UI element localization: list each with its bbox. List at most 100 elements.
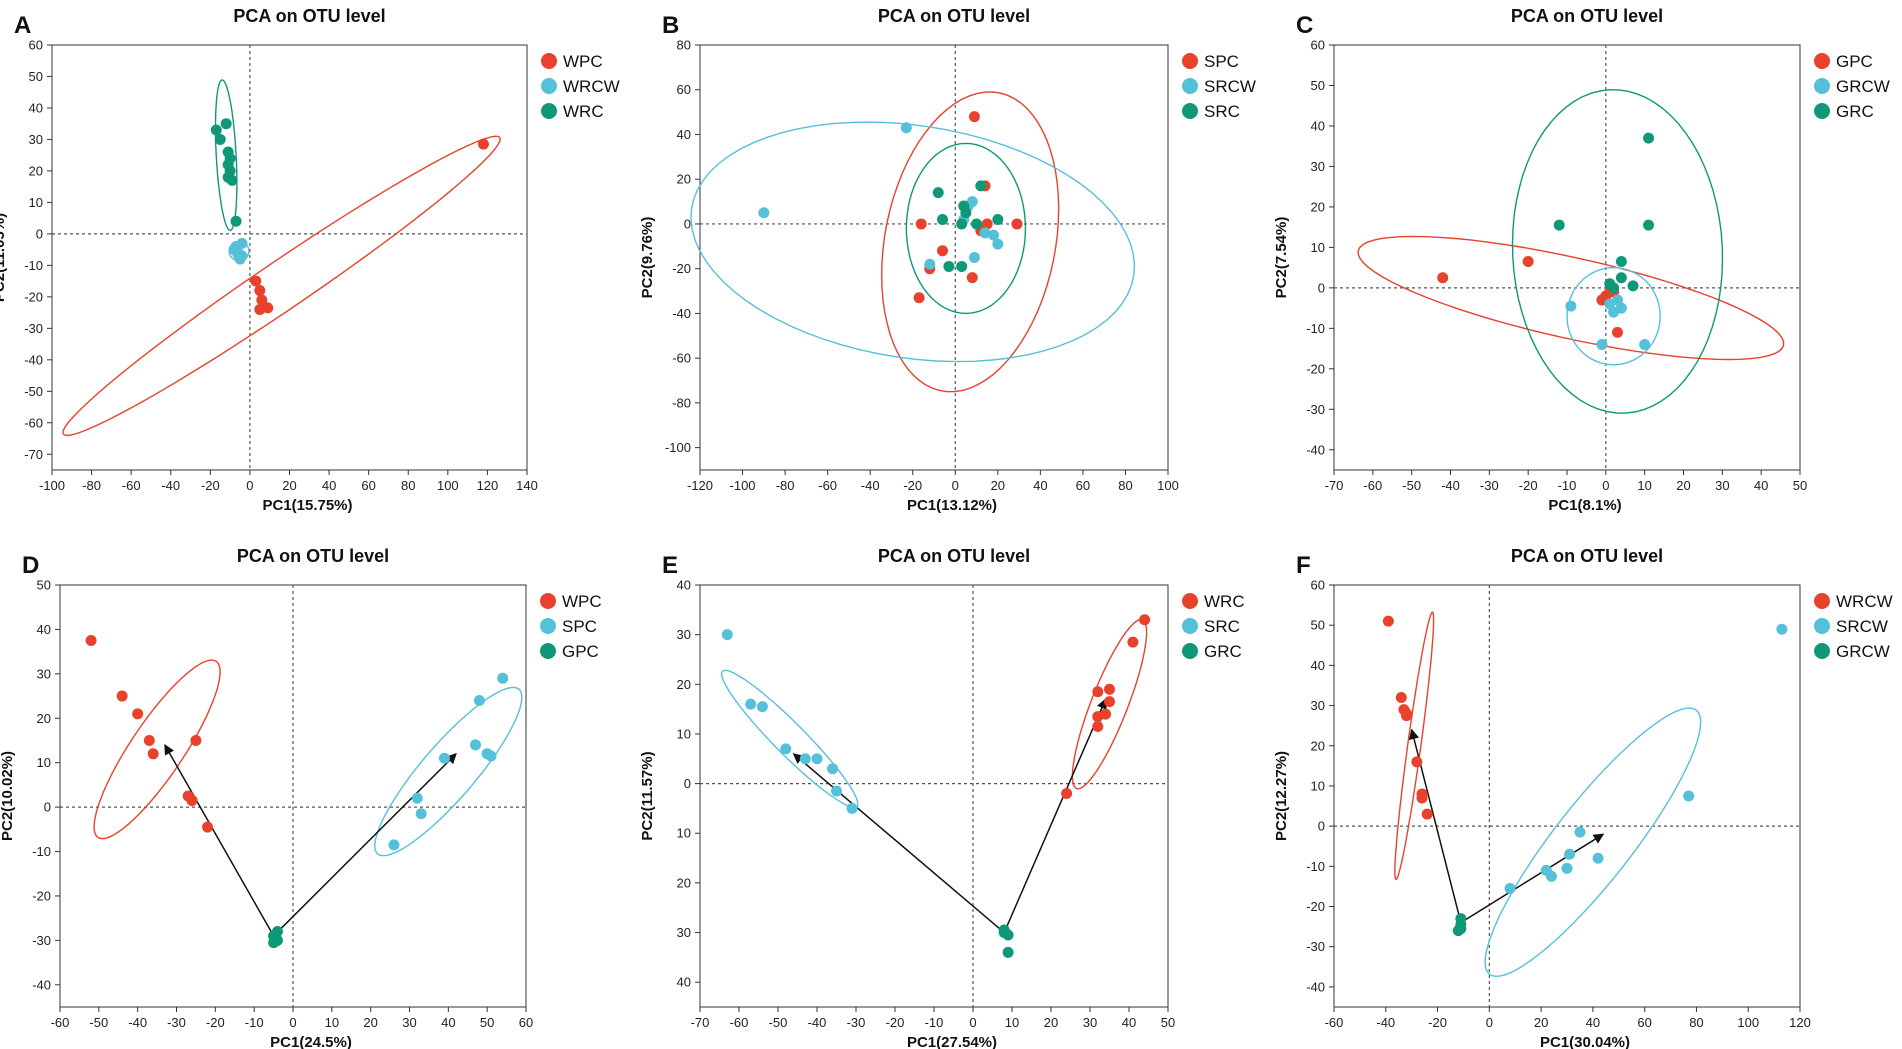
- confidence-ellipse-SRCW: [1484, 707, 1702, 978]
- y-tick-label: 40: [677, 127, 691, 142]
- data-point-GRC: [998, 927, 1010, 939]
- x-tick-label: -100: [39, 478, 65, 493]
- data-point-GRC: [1643, 219, 1655, 231]
- legend-label: WRCW: [563, 77, 620, 96]
- legend-label: SRCW: [1204, 77, 1256, 96]
- data-point-SRCW: [1592, 852, 1604, 864]
- x-tick-label: 100: [1737, 1015, 1759, 1030]
- y-tick-label: 10: [29, 195, 43, 210]
- data-point-SRCW: [1545, 870, 1557, 882]
- x-tick-label: 10: [325, 1015, 339, 1030]
- data-point-SPC: [388, 839, 400, 851]
- data-point-GRCW: [1565, 300, 1577, 312]
- data-point-GRCW: [1452, 925, 1464, 937]
- y-tick-label: 80: [677, 38, 691, 53]
- x-tick-label: -30: [1480, 478, 1499, 493]
- legend-marker-WRC: [1182, 593, 1198, 609]
- y-tick-label: 20: [1311, 199, 1325, 214]
- x-tick-label: 0: [289, 1015, 296, 1030]
- x-axis-label: PC1(27.54%): [907, 1034, 997, 1049]
- y-axis-label: PC2(11.57%): [639, 751, 656, 840]
- confidence-ellipse-WRC: [1071, 618, 1148, 790]
- panel-label: B: [662, 12, 679, 39]
- chart-panel-B: B PCA on OTU level -120 -100 -80 -60 -40 -20 0 20…: [639, 6, 1256, 514]
- chart-title: PCA on OTU level: [878, 6, 1030, 26]
- x-tick-label: -60: [122, 478, 141, 493]
- y-tick-label: -80: [672, 395, 691, 410]
- data-point-GRC: [1615, 272, 1627, 284]
- y-axis-label: PC2(9.76%): [639, 217, 656, 299]
- y-tick-label: 40: [1311, 658, 1325, 673]
- x-tick-label: -20: [1428, 1015, 1447, 1030]
- data-point-WPC: [85, 635, 97, 647]
- x-tick-label: 140: [516, 478, 538, 493]
- y-tick-label: -40: [32, 977, 51, 992]
- y-tick-label: 20: [677, 875, 691, 890]
- y-tick-label: -30: [1306, 939, 1325, 954]
- trajectory-arrow: [164, 744, 275, 937]
- data-point-WRCW: [1416, 792, 1428, 804]
- x-axis-label: PC1(13.12%): [907, 497, 997, 514]
- x-tick-label: 80: [1118, 478, 1132, 493]
- y-axis-label: PC2(12.27%): [1273, 751, 1290, 841]
- x-tick-label: -20: [206, 1015, 225, 1030]
- legend-marker-SPC: [540, 618, 556, 634]
- data-point-WRC: [1104, 683, 1115, 695]
- y-tick-label: -10: [24, 258, 43, 273]
- y-tick-label: 30: [1311, 159, 1325, 174]
- trajectory-arrow: [1460, 833, 1605, 924]
- data-point-SRCW: [1776, 623, 1788, 635]
- x-tick-label: -70: [1325, 478, 1344, 493]
- panel-label: D: [22, 552, 39, 579]
- data-point-WPC: [147, 748, 159, 760]
- data-point-GRC: [1002, 946, 1014, 958]
- data-point-WRC: [1092, 686, 1104, 698]
- y-tick-label: -20: [1306, 899, 1325, 914]
- y-tick-label: -40: [1306, 442, 1325, 457]
- x-tick-label: -40: [1376, 1015, 1395, 1030]
- plot-frame: [1333, 44, 1801, 471]
- data-point-SRC: [827, 763, 839, 775]
- legend-marker-SPC: [1182, 53, 1198, 69]
- chart-panel-F: F PCA on OTU level-60 -40 -20 0 20 40 60 80 100 12…: [1273, 546, 1893, 1049]
- y-tick-label: -30: [1306, 402, 1325, 417]
- data-point-WRCW: [1382, 615, 1394, 627]
- x-tick-label: 30: [1083, 1015, 1097, 1030]
- data-point-WPC: [116, 690, 128, 702]
- data-point-WRCW: [232, 248, 244, 260]
- data-point-WRC: [1139, 614, 1151, 626]
- data-point-WRC: [214, 133, 226, 145]
- x-tick-label: 100: [1157, 478, 1179, 493]
- x-tick-label: 120: [1789, 1015, 1811, 1030]
- y-tick-label: -30: [32, 933, 51, 948]
- x-tick-label: 20: [1676, 478, 1690, 493]
- x-tick-label: -40: [161, 478, 180, 493]
- y-tick-label: -60: [24, 415, 43, 430]
- legend-label: GRC: [1836, 102, 1874, 121]
- x-tick-label: -30: [847, 1015, 866, 1030]
- data-point-WPC: [190, 734, 202, 746]
- data-point-SPC: [913, 292, 925, 304]
- legend-label: GRCW: [1836, 642, 1890, 661]
- data-point-SRC: [846, 802, 858, 814]
- data-point-WRCW: [1411, 756, 1423, 768]
- x-tick-label: -10: [1558, 478, 1577, 493]
- y-tick-label: 60: [677, 82, 691, 97]
- y-tick-label: 40: [677, 975, 691, 990]
- x-tick-label: 20: [1044, 1015, 1058, 1030]
- confidence-ellipse-WPC: [93, 659, 221, 840]
- y-tick-label: 40: [1311, 118, 1325, 133]
- x-tick-label: 0: [952, 478, 959, 493]
- y-tick-label: 10: [677, 826, 691, 841]
- confidence-ellipse-WPC: [62, 135, 501, 437]
- y-tick-label: 0: [1318, 819, 1325, 834]
- data-point-WPC: [143, 734, 155, 746]
- y-tick-label: -70: [24, 447, 43, 462]
- data-point-SRC: [831, 785, 842, 797]
- x-tick-label: -10: [245, 1015, 264, 1030]
- data-point-GPC: [1522, 256, 1534, 268]
- data-point-WRC: [1127, 636, 1139, 648]
- y-tick-label: 0: [684, 216, 691, 231]
- data-point-SRC: [956, 260, 968, 272]
- legend-label: SPC: [1204, 52, 1239, 71]
